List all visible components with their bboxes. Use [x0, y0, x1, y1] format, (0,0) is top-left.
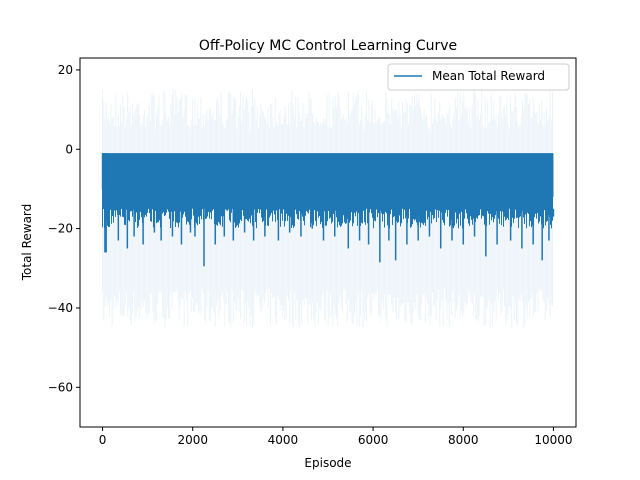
y-tick-label-3: 0 [65, 142, 73, 156]
x-axis-ticks: 0 2000 4000 6000 8000 10000 [99, 427, 573, 447]
x-tick-label-4: 8000 [448, 433, 479, 447]
chart-title: Off-Policy MC Control Learning Curve [199, 38, 457, 54]
legend-box [387, 63, 570, 91]
y-tick-label-0: −60 [48, 380, 73, 394]
y-tick-label-2: −20 [48, 222, 73, 236]
axes-frame [79, 57, 577, 428]
x-axis-label: Episode [304, 456, 351, 470]
legend-label: Mean Total Reward [432, 69, 545, 83]
mean-jagged-edge [102, 153, 553, 229]
plot-area [101, 89, 555, 328]
legend: Mean Total Reward [387, 63, 570, 91]
y-axis-ticks: −60 −40 −20 0 20 [48, 63, 80, 394]
x-tick-label-5: 10000 [534, 433, 572, 447]
x-tick-label-2: 4000 [268, 433, 299, 447]
y-tick-label-4: 20 [58, 63, 73, 77]
mean-line [101, 153, 555, 267]
x-tick-label-3: 6000 [358, 433, 389, 447]
x-tick-label-0: 0 [99, 433, 107, 447]
x-tick-label-1: 2000 [177, 433, 208, 447]
y-tick-label-1: −40 [48, 301, 73, 315]
y-axis-label: Total Reward [20, 204, 34, 282]
